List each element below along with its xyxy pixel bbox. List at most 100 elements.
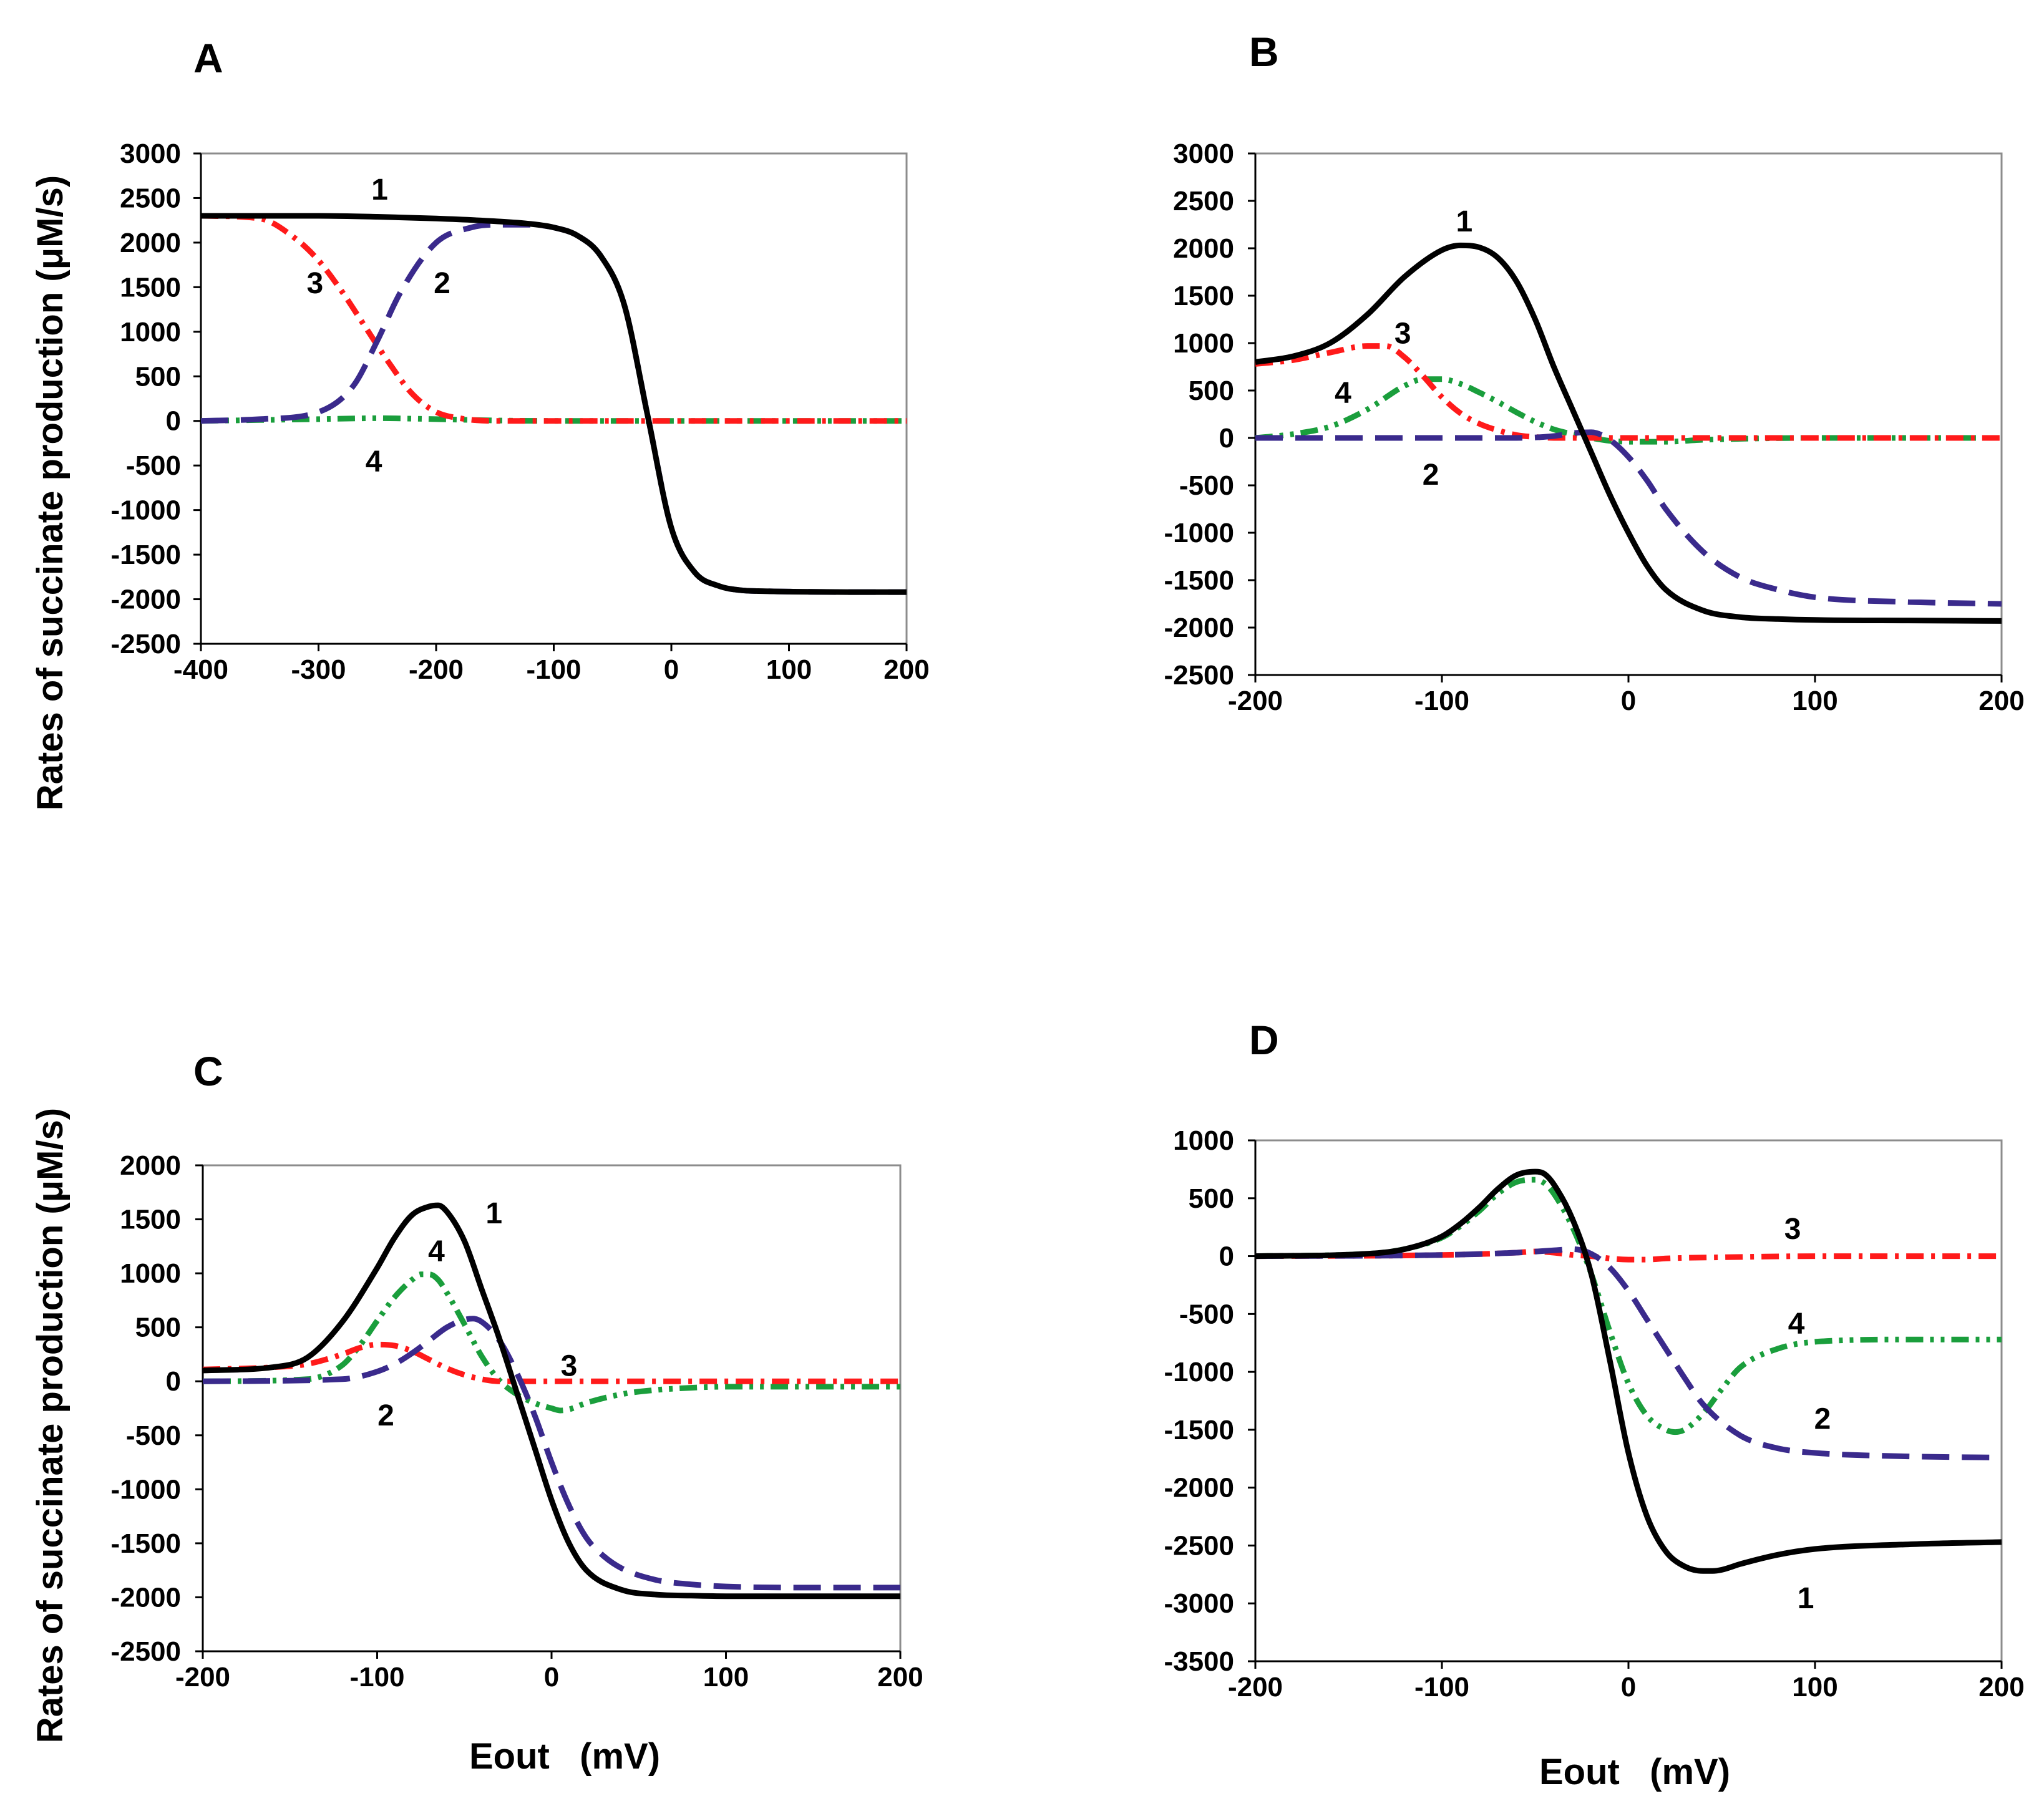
x-tick-label: 200 — [883, 654, 929, 685]
y-tick-label: 1500 — [120, 272, 181, 303]
curve-label-4: 4 — [428, 1235, 445, 1268]
y-tick-label: 1000 — [1173, 1125, 1234, 1156]
y-tick-label: 0 — [1219, 423, 1234, 454]
y-tick-label: -1500 — [110, 540, 181, 570]
x-tick-label: 100 — [1792, 686, 1837, 716]
y-tick-label: 3000 — [1173, 138, 1234, 169]
curve-label-1: 1 — [1456, 205, 1473, 238]
x-tick-label: 100 — [766, 654, 812, 685]
panel-d: D10005000-500-1000-1500-2000-2500-3000-3… — [1164, 1017, 2024, 1702]
series-2-line — [1255, 429, 2002, 607]
x-tick-label: 0 — [664, 654, 679, 685]
y-tick-label: -2000 — [110, 585, 181, 615]
curve-label-4: 4 — [366, 445, 382, 478]
curve-label-3: 3 — [1784, 1213, 1801, 1246]
curve-label-2: 2 — [1423, 459, 1439, 492]
y-tick-label: -1500 — [1164, 565, 1234, 596]
y-tick-label: 0 — [166, 406, 181, 437]
x-tick-label: 200 — [1978, 686, 2024, 716]
x-tick-label: -100 — [1414, 1672, 1469, 1702]
series-1-line — [202, 1202, 900, 1600]
curve-label-3: 3 — [306, 267, 323, 300]
y-tick-label: -500 — [126, 450, 181, 481]
panel-letter: A — [193, 35, 223, 81]
x-tick-label: 200 — [877, 1662, 923, 1692]
y-tick-label: 0 — [1219, 1241, 1234, 1272]
y-tick-label: -2500 — [110, 629, 181, 659]
x-tick-label: 0 — [544, 1662, 559, 1692]
y-tick-label: 2500 — [1173, 186, 1234, 216]
y-tick-label: -1500 — [110, 1528, 181, 1559]
y-tick-label: 2000 — [120, 228, 181, 258]
x-axis-title-d: Eout (mV) — [1539, 1752, 1730, 1792]
x-tick-label: 100 — [703, 1662, 749, 1692]
panel-a: A300025002000150010005000-500-1000-1500-… — [110, 35, 929, 685]
x-tick-label: -100 — [1414, 686, 1469, 716]
x-tick-label: -100 — [349, 1662, 404, 1692]
y-tick-label: -2500 — [1164, 1530, 1234, 1561]
curve-label-1: 1 — [485, 1197, 502, 1230]
y-tick-label: 3000 — [120, 138, 181, 169]
x-axis-title-c: Eout (mV) — [469, 1736, 660, 1777]
curve-label-1: 1 — [1798, 1582, 1814, 1615]
x-tick-label: -300 — [291, 654, 346, 685]
curve-label-3: 3 — [1394, 317, 1411, 350]
y-tick-label: 1000 — [120, 317, 181, 347]
x-tick-label: -200 — [1228, 686, 1283, 716]
y-tick-label: 500 — [1189, 376, 1234, 406]
series-4-line — [1255, 1177, 2002, 1435]
y-tick-label: 2000 — [1173, 233, 1234, 264]
y-tick-label: -500 — [1179, 1299, 1234, 1329]
y-tick-label: 2500 — [120, 183, 181, 213]
x-tick-label: -200 — [175, 1662, 230, 1692]
y-tick-label: 1500 — [1173, 281, 1234, 311]
y-tick-label: -2500 — [110, 1636, 181, 1667]
x-tick-label: 100 — [1792, 1672, 1837, 1702]
y-tick-label: 500 — [135, 361, 181, 392]
curve-label-2: 2 — [434, 267, 450, 300]
curve-label-1: 1 — [371, 173, 388, 206]
series-4-line — [202, 1271, 900, 1414]
x-tick-label: 0 — [1621, 1672, 1636, 1702]
series-3-line — [1255, 343, 2002, 441]
panel-letter: D — [1249, 1017, 1279, 1063]
y-tick-label: 1000 — [1173, 328, 1234, 359]
y-tick-label: -2000 — [1164, 1473, 1234, 1503]
y-tick-label: -2000 — [110, 1582, 181, 1613]
y-tick-label: 500 — [1189, 1183, 1234, 1214]
y-tick-label: -500 — [126, 1420, 181, 1451]
y-tick-label: 500 — [135, 1313, 181, 1343]
y-tick-label: -1500 — [1164, 1415, 1234, 1445]
y-tick-label: 2000 — [120, 1150, 181, 1181]
panel-letter: B — [1249, 29, 1279, 75]
plot-frame — [1254, 152, 2003, 676]
curve-label-4: 4 — [1335, 377, 1351, 410]
y-tick-label: 1000 — [120, 1258, 181, 1289]
x-tick-label: -100 — [526, 654, 581, 685]
y-tick-label: -1000 — [110, 495, 181, 526]
panel-b: B300025002000150010005000-500-1000-1500-… — [1164, 29, 2024, 716]
x-tick-label: -400 — [173, 654, 228, 685]
series-3-line — [202, 1341, 900, 1384]
x-tick-label: -200 — [1228, 1672, 1283, 1702]
plot-frame — [1254, 1139, 2003, 1663]
series-1-line — [201, 213, 907, 595]
y-tick-label: -1000 — [110, 1474, 181, 1505]
y-tick-label: 0 — [166, 1366, 181, 1397]
y-tick-label: -2500 — [1164, 660, 1234, 691]
curve-label-3: 3 — [561, 1349, 578, 1382]
y-tick-label: 1500 — [120, 1205, 181, 1235]
x-tick-label: -200 — [409, 654, 464, 685]
curve-label-2: 2 — [377, 1399, 394, 1432]
y-tick-label: -500 — [1179, 470, 1234, 501]
series-2-line — [202, 1316, 900, 1591]
y-tick-label: -2000 — [1164, 613, 1234, 643]
y-tick-label: -1000 — [1164, 518, 1234, 548]
y-tick-label: -1000 — [1164, 1357, 1234, 1387]
series-4-line — [1255, 376, 2002, 445]
curve-label-2: 2 — [1814, 1402, 1831, 1435]
x-tick-label: 200 — [1978, 1672, 2024, 1702]
x-tick-label: 0 — [1621, 686, 1636, 716]
y-axis-title-bottom: Rates of succinate production (μM/s) — [30, 1108, 71, 1743]
